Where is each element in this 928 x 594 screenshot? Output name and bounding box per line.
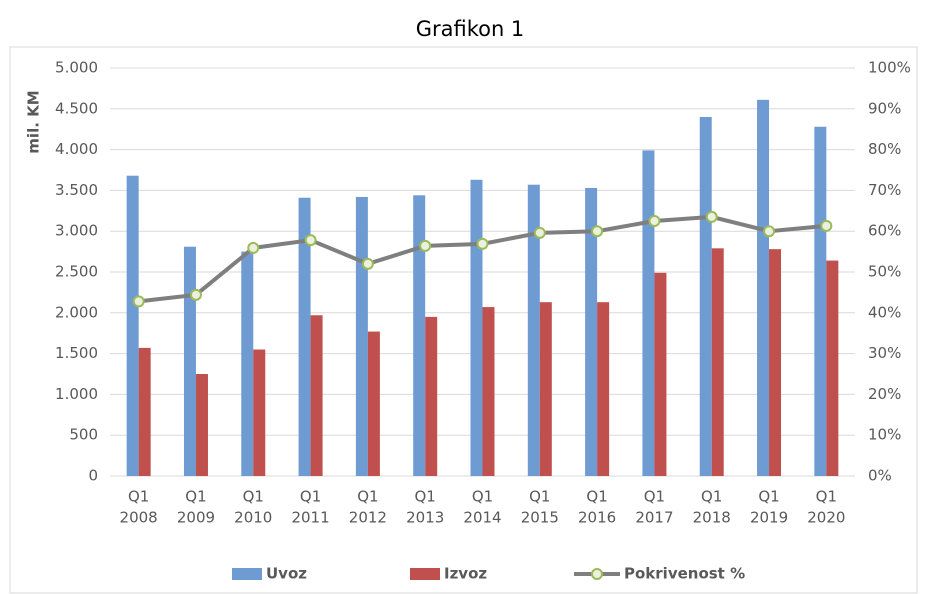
legend-label: Uvoz [266,565,307,583]
bar [367,331,380,476]
bar [355,196,368,477]
bar [195,374,208,476]
y-tick-label: 1.000 [55,385,98,403]
bar [699,116,712,477]
chart-border [9,46,918,594]
x-tick-label: Q1 [758,488,779,506]
x-tick-label: Q1 [415,488,436,506]
x-tick-label: 2012 [349,509,387,527]
bar [757,99,770,476]
y2-tick-label: 50% [868,263,901,281]
bar [138,347,151,476]
line-marker [820,219,833,232]
bar [527,184,540,477]
x-tick-label: 2008 [120,509,158,527]
bar [253,349,266,476]
bar [654,272,667,476]
line-marker [648,215,661,227]
line-marker [763,225,776,238]
x-tick-label: Q1 [816,488,837,506]
bar [642,150,655,476]
bar [298,197,311,476]
y-tick-label: 1.500 [55,344,98,362]
line-marker [591,225,604,238]
line-marker [476,237,489,250]
bar [482,307,495,476]
bar [126,175,139,476]
y-tick-label: 0 [88,467,98,485]
x-tick-label: 2015 [521,509,559,527]
x-tick-label: 2013 [406,509,444,527]
x-tick-label: Q1 [185,488,206,506]
y-axis-label: mil. KM [25,90,43,153]
x-tick-label: Q1 [586,488,607,506]
line-marker [705,210,718,223]
x-tick-label: 2019 [750,509,788,527]
legend-swatch [410,568,440,580]
bar [585,187,598,476]
x-tick-label: 2018 [693,509,731,527]
bar [826,260,839,476]
line-marker [189,288,202,301]
y2-tick-label: 100% [868,59,911,77]
y-tick-label: 5.000 [55,59,98,77]
legend-label: Izvoz [444,565,487,583]
x-tick-label: 2009 [177,509,215,527]
y-tick-label: 4.000 [55,140,98,158]
line-marker [533,226,546,239]
x-tick-label: 2011 [291,509,329,527]
y2-tick-label: 20% [868,385,901,403]
line-marker [247,241,260,254]
bar [241,251,254,476]
bar [597,302,610,476]
bar [711,248,724,476]
y2-tick-label: 10% [868,426,901,444]
y-tick-label: 2.500 [55,263,98,281]
bar [183,246,196,476]
bar [413,195,426,476]
x-tick-label: 2010 [234,509,272,527]
line-marker [304,234,317,247]
legend-swatch [232,568,262,580]
bar [814,126,827,476]
y-tick-label: 2.000 [55,303,98,321]
x-tick-label: 2017 [635,509,673,527]
line-marker [361,257,374,270]
x-tick-label: 2020 [807,509,845,527]
bar [425,316,438,476]
y2-tick-label: 40% [868,303,901,321]
x-tick-label: 2016 [578,509,616,527]
x-tick-label: Q1 [128,488,149,506]
x-tick-label: Q1 [357,488,378,506]
y2-tick-label: 80% [868,140,901,158]
legend-marker [591,568,603,580]
y-tick-label: 500 [69,426,98,444]
x-tick-label: Q1 [472,488,493,506]
y2-tick-label: 60% [868,222,901,240]
x-tick-label: Q1 [644,488,665,506]
legend-label: Pokrivenost % [624,565,745,583]
x-tick-label: 2014 [463,509,501,527]
y-tick-label: 3.500 [55,181,98,199]
y2-tick-label: 90% [868,99,901,117]
line-marker [419,239,432,252]
bar [470,179,483,477]
y-tick-label: 4.500 [55,99,98,117]
y-tick-label: 3.000 [55,222,98,240]
y2-tick-label: 0% [868,467,892,485]
x-tick-label: Q1 [243,488,264,506]
bar [310,315,323,476]
y2-tick-label: 30% [868,344,901,362]
bar [539,302,552,476]
line-marker [132,295,145,308]
x-tick-label: Q1 [701,488,722,506]
y2-tick-label: 70% [868,181,901,199]
bar [769,249,782,476]
chart-title: Grafikon 1 [416,17,525,41]
x-tick-label: Q1 [529,488,550,506]
x-tick-label: Q1 [300,488,321,506]
